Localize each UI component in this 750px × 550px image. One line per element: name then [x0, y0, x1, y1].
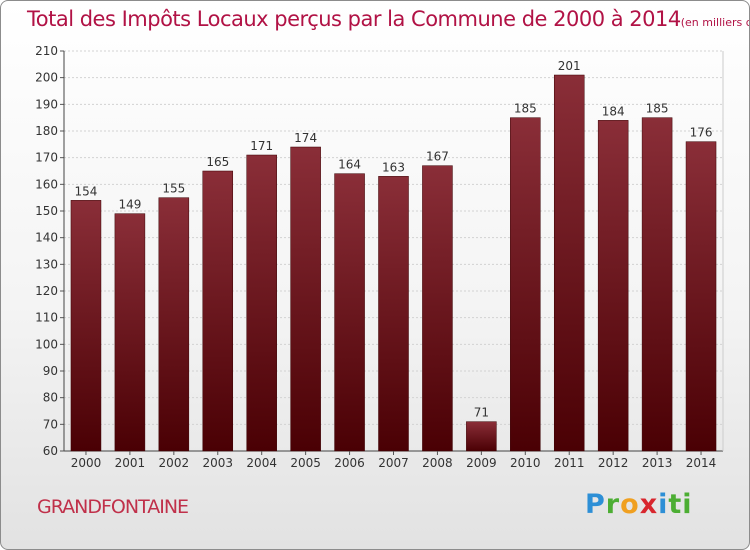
y-tick-label: 150: [35, 204, 58, 218]
bar: [246, 154, 277, 452]
logo-letter: o: [620, 489, 640, 520]
y-tick-label: 120: [35, 284, 58, 298]
data-labels: 154 149 155 165 171 174 164 163 167 71 185 201 184 18…: [75, 59, 713, 420]
x-tick-label: 2005: [290, 456, 321, 470]
logo-letter: P: [585, 489, 606, 520]
bar-value-label: 185: [514, 102, 537, 116]
bar: [202, 170, 234, 452]
bar-value-label: 174: [294, 131, 317, 145]
y-tick-label: 90: [43, 364, 58, 378]
bar: [597, 120, 629, 452]
y-tick-label: 180: [35, 124, 58, 138]
x-tick-label: 2010: [510, 456, 541, 470]
bar-value-label: 167: [426, 150, 449, 164]
y-tick-label: 210: [35, 44, 58, 58]
bar: [158, 197, 190, 452]
proxiti-logo[interactable]: Proxiti: [585, 489, 693, 520]
bar: [290, 146, 321, 452]
x-tick-label: 2001: [115, 456, 146, 470]
logo-letter: x: [639, 489, 659, 520]
y-tick-label: 70: [43, 417, 58, 431]
x-tick-label: 2002: [159, 456, 190, 470]
chart-title: Total des Impôts Locaux perçus par la Co…: [27, 7, 749, 31]
bar: [378, 176, 409, 452]
x-tick-labels: 2000 2001 2002 2003 2004 2005 2006 2007 2008 2009…: [71, 451, 717, 470]
x-tick-label: 2012: [598, 456, 629, 470]
bar-value-label: 185: [646, 102, 669, 116]
chart-title-text: Total des Impôts Locaux perçus par la Co…: [27, 7, 681, 31]
bar: [685, 141, 717, 452]
x-tick-label: 2008: [422, 456, 453, 470]
bar-value-label: 164: [338, 158, 361, 172]
y-tick-label: 80: [43, 391, 58, 405]
logo-letter: ti: [668, 489, 693, 520]
y-tick-label: 100: [35, 337, 58, 351]
bar: [466, 421, 497, 452]
y-tick-label: 130: [35, 257, 58, 271]
x-tick-label: 2007: [378, 456, 409, 470]
bar-value-label: 163: [382, 160, 405, 174]
bar-value-label: 149: [118, 198, 141, 212]
y-tick-label: 190: [35, 97, 58, 111]
x-tick-label: 2004: [246, 456, 277, 470]
bar: [641, 117, 673, 452]
y-tick-label: 60: [43, 444, 58, 458]
x-tick-label: 2009: [466, 456, 497, 470]
y-tick-label: 170: [35, 151, 58, 165]
bar-value-label: 154: [75, 184, 98, 198]
bar: [422, 165, 453, 452]
y-tick-labels: 60 70 80 90 100 110 120 130 140 150 160 170 180 190 20…: [35, 44, 58, 458]
bar: [114, 213, 146, 452]
x-tick-label: 2000: [71, 456, 102, 470]
bar-value-label: 176: [690, 126, 713, 140]
x-tick-label: 2014: [686, 456, 717, 470]
y-tick-label: 140: [35, 231, 58, 245]
logo-letter: i: [658, 489, 669, 520]
bar-value-label: 165: [206, 155, 229, 169]
x-tick-label: 2013: [642, 456, 673, 470]
bars: [70, 74, 717, 452]
bar: [334, 173, 365, 452]
bar-value-label: 155: [162, 182, 185, 196]
y-tick-label: 160: [35, 177, 58, 191]
logo-letter: r: [605, 489, 621, 520]
bar-value-label: 71: [474, 406, 489, 420]
chart-unit-label: (en milliers d'€): [680, 16, 749, 29]
y-tick-label: 200: [35, 71, 58, 85]
x-tick-label: 2011: [554, 456, 585, 470]
bar-value-label: 201: [558, 59, 581, 73]
bar-value-label: 171: [250, 139, 273, 153]
x-tick-label: 2006: [334, 456, 365, 470]
bar: [70, 200, 102, 452]
bar: [553, 74, 585, 452]
x-tick-label: 2003: [202, 456, 233, 470]
y-tick-label: 110: [35, 311, 58, 325]
commune-name: GRANDFONTAINE: [37, 496, 189, 518]
bar-value-label: 184: [602, 104, 625, 118]
bar: [510, 117, 541, 452]
